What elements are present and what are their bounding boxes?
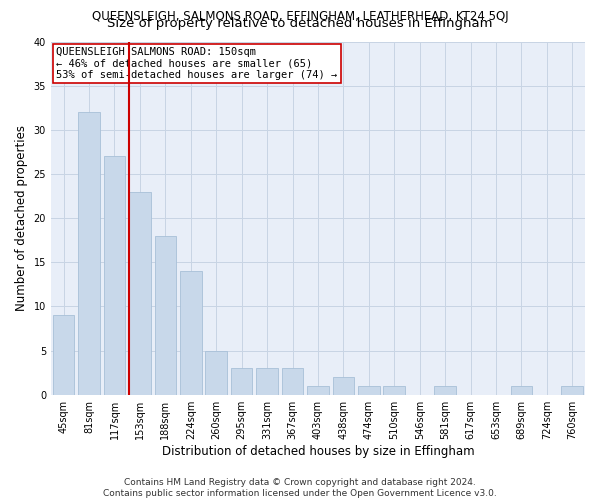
Bar [155,236,176,394]
Bar [332,377,354,394]
Bar [562,386,583,394]
Bar [383,386,405,394]
Bar [307,386,329,394]
Text: Size of property relative to detached houses in Effingham: Size of property relative to detached ho… [107,18,493,30]
Text: QUEENSLEIGH SALMONS ROAD: 150sqm
← 46% of detached houses are smaller (65)
53% o: QUEENSLEIGH SALMONS ROAD: 150sqm ← 46% o… [56,47,338,80]
Bar [205,350,227,395]
Y-axis label: Number of detached properties: Number of detached properties [15,125,28,311]
Bar [434,386,456,394]
Bar [104,156,125,394]
Bar [180,271,202,394]
Bar [231,368,253,394]
Bar [129,192,151,394]
X-axis label: Distribution of detached houses by size in Effingham: Distribution of detached houses by size … [161,444,474,458]
Text: QUEENSLEIGH, SALMONS ROAD, EFFINGHAM, LEATHERHEAD, KT24 5QJ: QUEENSLEIGH, SALMONS ROAD, EFFINGHAM, LE… [92,10,508,23]
Bar [358,386,380,394]
Bar [511,386,532,394]
Bar [256,368,278,394]
Bar [282,368,304,394]
Bar [53,315,74,394]
Text: Contains HM Land Registry data © Crown copyright and database right 2024.
Contai: Contains HM Land Registry data © Crown c… [103,478,497,498]
Bar [78,112,100,395]
